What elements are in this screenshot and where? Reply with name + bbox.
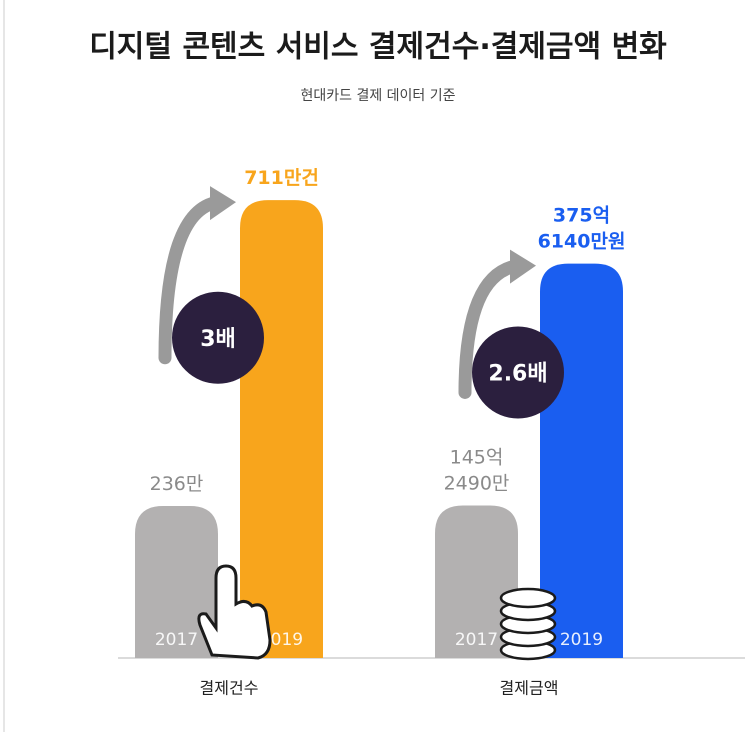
x-tick-label: 2017: [455, 630, 498, 650]
coin-icon: [499, 587, 557, 661]
multiplier-label: 3배: [200, 327, 236, 352]
hand-icon: [197, 564, 272, 660]
chart-title: 디지털 콘텐츠 서비스 결제건수·결제금액 변화: [89, 30, 667, 65]
value-label: 236만: [150, 473, 204, 495]
group-label: 결제금액: [500, 679, 559, 698]
x-tick-label: 2017: [155, 630, 198, 650]
multiplier-badge: [172, 291, 264, 384]
arrow-head: [210, 186, 236, 221]
coin: [499, 587, 557, 609]
multiplier-label: 2.6배: [488, 361, 547, 386]
bar: [240, 200, 323, 658]
arrow-head: [510, 249, 536, 284]
multiplier-badge: [472, 326, 564, 419]
x-tick-label: 2019: [560, 630, 603, 650]
group-label: 결제건수: [200, 679, 259, 698]
value-label: 145억 2490만: [444, 446, 510, 494]
bar: [135, 506, 218, 658]
chart-subtitle: 현대카드 결제 데이터 기준: [300, 88, 455, 104]
growth-arrow: [458, 259, 525, 399]
value-label: 375억 6140만원: [538, 204, 626, 252]
growth-arrow: [158, 195, 225, 365]
bar: [435, 505, 518, 658]
value-label: 711만건: [244, 167, 319, 189]
